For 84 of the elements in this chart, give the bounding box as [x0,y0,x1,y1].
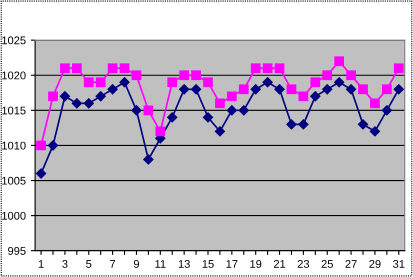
point [286,119,297,130]
point [346,70,356,80]
x-tick-label: 11 [155,260,166,268]
point [143,154,154,165]
point [310,91,320,102]
point [298,91,308,102]
y-tick-label: 1025 [2,36,26,44]
point [226,105,237,116]
point [144,105,154,116]
point [346,84,356,94]
point [202,112,214,122]
point [334,77,344,88]
point [322,70,332,80]
point [250,84,261,94]
point [167,77,178,88]
point [179,84,190,94]
point [107,84,118,94]
y-tick-label: 1020 [2,72,26,80]
x-tick-label: 15 [202,260,214,268]
point [214,126,226,137]
x-tick-label: 1 [38,260,44,268]
point [72,63,82,74]
point [238,105,249,116]
point [36,140,46,150]
point [370,98,380,108]
point [191,70,201,80]
point [394,63,404,74]
point [226,91,237,102]
point [84,98,94,108]
point [72,98,82,108]
point [274,84,285,94]
x-tick-label: 13 [178,260,190,268]
point [215,98,225,108]
point [84,77,94,88]
point [190,84,202,94]
point [286,84,296,94]
y-tick-label: 1000 [2,212,26,220]
x-tick-label: 19 [250,260,262,268]
point [96,91,106,102]
point [382,84,392,94]
point [358,119,368,130]
point [167,112,178,122]
point [60,91,70,102]
point [358,84,368,94]
x-tick-label: 25 [322,260,333,268]
point [394,84,404,94]
point [322,84,332,94]
x-tick-label: 5 [86,260,92,268]
x-tick-label: 29 [369,260,381,268]
point [48,91,58,102]
point [262,63,272,74]
point [131,105,142,116]
point [96,77,106,88]
x-tick-label: 27 [345,260,357,268]
point [132,70,142,80]
x-tick-label: 21 [274,260,286,268]
x-tick-label: 17 [226,260,238,268]
point [262,77,273,88]
point [310,77,320,88]
x-tick-label: 7 [110,260,116,268]
point [60,63,70,74]
y-tick-label: 1005 [2,176,26,185]
point [274,63,284,74]
point [108,63,118,74]
point [370,126,380,137]
y-tick-label: 1010 [2,142,26,150]
point [119,77,130,88]
x-tick-label: 31 [393,260,404,268]
point [203,77,213,88]
point [298,119,309,130]
point [120,63,130,74]
point [179,70,190,80]
y-tick-label: 995 [8,246,26,255]
point [36,168,46,179]
point [48,140,58,151]
point [382,105,392,116]
x-tick-label: 23 [298,260,310,268]
point [334,56,344,66]
point [250,63,261,74]
point [155,126,166,136]
x-tick-label: 9 [134,260,140,268]
point [238,84,249,94]
x-tick-label: 3 [62,260,68,268]
y-tick-label: 1015 [2,106,26,114]
